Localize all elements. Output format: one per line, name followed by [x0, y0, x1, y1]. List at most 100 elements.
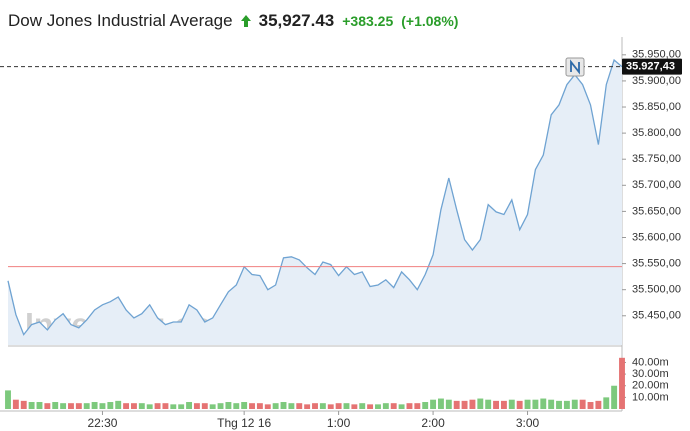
volume-bar — [60, 403, 67, 409]
volume-bar — [52, 402, 59, 409]
volume-bar — [516, 400, 523, 409]
news-marker-glyph — [570, 59, 580, 75]
x-tick-label: 22:30 — [87, 416, 117, 430]
volume-bar — [256, 403, 263, 409]
volume-bar — [288, 403, 295, 409]
volume-bar — [532, 399, 539, 409]
volume-bar — [485, 399, 492, 409]
y-tick-label: 35.950,00 — [632, 49, 681, 61]
title: Dow Jones Industrial Average — [8, 11, 233, 30]
volume-bar — [233, 403, 240, 409]
volume-bar — [477, 398, 484, 409]
volume-bar — [68, 403, 74, 409]
volume-bar — [603, 397, 610, 409]
y2-tick-label: 20.00m — [632, 380, 669, 392]
volume-bar — [272, 403, 279, 409]
volume-bar — [382, 403, 389, 409]
y-tick-label: 35.550,00 — [632, 257, 681, 269]
up-arrow — [240, 15, 251, 27]
volume-bar — [209, 404, 216, 409]
y2-tick-label: 40.00m — [632, 356, 669, 368]
volume-bar — [556, 400, 562, 409]
volume-bar — [264, 404, 271, 409]
volume-bar — [587, 402, 594, 409]
y-tick-label: 35.900,00 — [632, 75, 681, 87]
volume-bar — [193, 403, 200, 409]
volume-bar — [335, 403, 342, 409]
volume-bar — [123, 403, 130, 409]
x-tick-label: 3:00 — [516, 416, 540, 430]
volume-bar — [312, 403, 318, 409]
volume-bar — [619, 357, 625, 409]
volume-bar — [453, 400, 460, 409]
x-tick-label: Thg 12 16 — [217, 416, 271, 430]
volume-bar — [186, 402, 193, 409]
volume-bar — [225, 402, 232, 409]
volume-bar — [241, 402, 248, 409]
y-tick-label: 35.500,00 — [632, 284, 681, 296]
change-percent: (+1.08%) — [401, 13, 459, 29]
volume-bar — [540, 398, 547, 409]
volume-bar — [375, 404, 381, 409]
volume-bar — [36, 402, 43, 409]
volume-bar — [571, 399, 578, 409]
volume-bar — [91, 402, 98, 409]
volume-bar — [390, 403, 397, 409]
last-value-tag — [622, 58, 682, 75]
last-value-label: 35.927,43 — [626, 61, 675, 73]
volume-bar — [445, 399, 452, 409]
x-tick-label: 1:00 — [327, 416, 351, 430]
header: Dow Jones Industrial Average 35,927.43 +… — [8, 8, 458, 34]
y2-tick-label: 30.00m — [632, 368, 669, 380]
volume-bar — [170, 404, 177, 409]
y-tick-label: 35.700,00 — [632, 179, 681, 191]
volume-bar — [28, 402, 35, 409]
volume-bar — [138, 403, 145, 409]
volume-bar — [20, 400, 27, 409]
area-fill — [8, 60, 622, 345]
volume-bar — [611, 385, 618, 409]
volume-bar — [579, 399, 586, 409]
volume-bar — [304, 404, 311, 409]
volume-bar — [327, 404, 334, 409]
volume-bar — [249, 403, 255, 409]
volume-bar — [296, 403, 303, 409]
y-tick-label: 35.850,00 — [632, 101, 681, 113]
volume-bar — [422, 402, 429, 409]
volume-bar — [367, 404, 374, 409]
volume-bar — [319, 403, 326, 409]
y-tick-label: 35.800,00 — [632, 127, 681, 139]
y-tick-label: 35.450,00 — [632, 310, 681, 322]
y-tick-label: 35.650,00 — [632, 205, 681, 217]
volume-bar — [595, 400, 602, 409]
volume-bar — [5, 390, 11, 409]
volume-bar — [351, 404, 358, 409]
volume-bar — [75, 403, 82, 409]
volume-bar — [524, 399, 531, 409]
volume-bar — [44, 403, 51, 409]
volume-bar — [178, 404, 185, 409]
volume-bar — [469, 399, 476, 409]
volume-bar — [201, 403, 208, 409]
volume-bar — [414, 403, 421, 409]
volume-bar — [162, 403, 169, 409]
volume-bar — [146, 404, 153, 409]
volume-bar — [437, 398, 444, 409]
volume-bar — [508, 399, 515, 409]
x-tick-label: 2:00 — [421, 416, 445, 430]
volume-bar — [343, 403, 350, 409]
volume-bar — [130, 403, 137, 409]
volume-bar — [107, 402, 114, 409]
volume-bar — [461, 400, 468, 409]
volume-bar — [493, 400, 500, 409]
volume-bar — [83, 403, 90, 409]
y2-tick-label: 10.00m — [632, 391, 669, 403]
change: +383.25 — [342, 13, 394, 29]
volume-bar — [548, 399, 555, 409]
volume-bar — [115, 400, 122, 409]
y-tick-label: 35.600,00 — [632, 231, 681, 243]
volume-bar — [154, 403, 161, 409]
volume-bar — [280, 402, 287, 409]
